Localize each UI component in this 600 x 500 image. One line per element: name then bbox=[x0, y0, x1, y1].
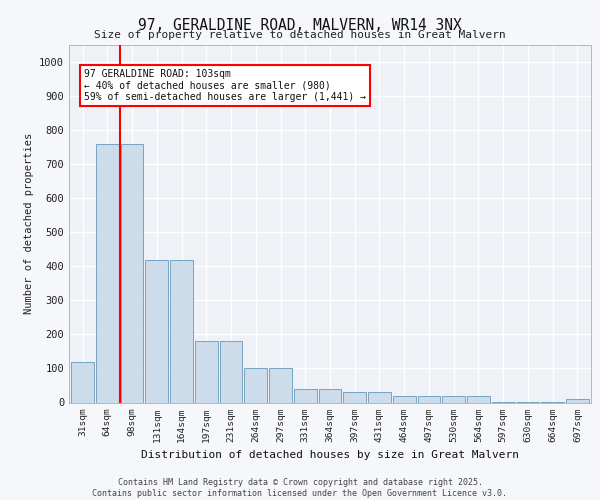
Bar bbox=[566, 399, 589, 402]
Bar bbox=[170, 260, 193, 402]
Bar bbox=[442, 396, 465, 402]
Text: 97 GERALDINE ROAD: 103sqm
← 40% of detached houses are smaller (980)
59% of semi: 97 GERALDINE ROAD: 103sqm ← 40% of detac… bbox=[84, 69, 366, 102]
Text: 97, GERALDINE ROAD, MALVERN, WR14 3NX: 97, GERALDINE ROAD, MALVERN, WR14 3NX bbox=[138, 18, 462, 32]
Bar bbox=[244, 368, 267, 402]
Text: Size of property relative to detached houses in Great Malvern: Size of property relative to detached ho… bbox=[94, 30, 506, 40]
X-axis label: Distribution of detached houses by size in Great Malvern: Distribution of detached houses by size … bbox=[141, 450, 519, 460]
Bar bbox=[121, 144, 143, 402]
Bar bbox=[195, 341, 218, 402]
Bar bbox=[343, 392, 366, 402]
Text: Contains HM Land Registry data © Crown copyright and database right 2025.
Contai: Contains HM Land Registry data © Crown c… bbox=[92, 478, 508, 498]
Bar bbox=[294, 389, 317, 402]
Bar bbox=[319, 389, 341, 402]
Bar bbox=[220, 341, 242, 402]
Y-axis label: Number of detached properties: Number of detached properties bbox=[23, 133, 34, 314]
Bar bbox=[96, 144, 119, 402]
Bar bbox=[145, 260, 168, 402]
Bar bbox=[71, 362, 94, 403]
Bar bbox=[269, 368, 292, 402]
Bar bbox=[393, 396, 416, 402]
Bar bbox=[368, 392, 391, 402]
Bar bbox=[467, 396, 490, 402]
Bar bbox=[418, 396, 440, 402]
